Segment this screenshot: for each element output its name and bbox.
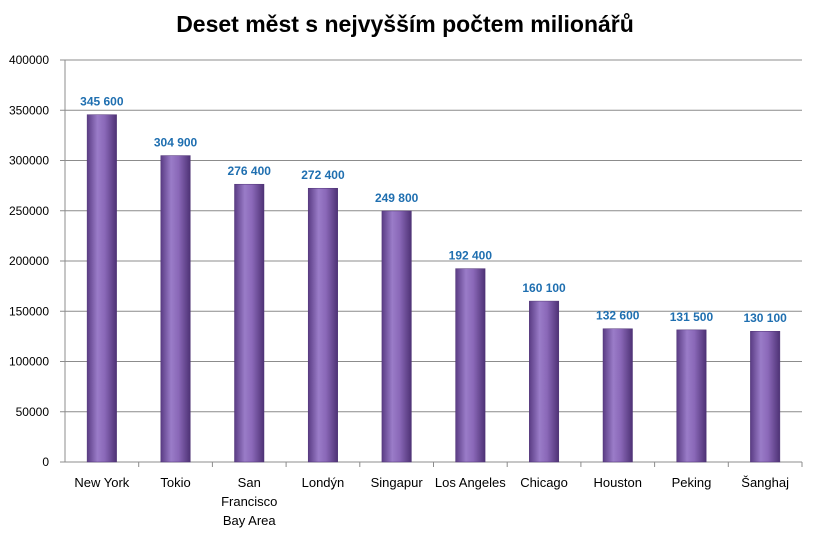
y-tick-label: 300000 <box>9 154 49 168</box>
y-tick-label: 150000 <box>9 304 49 318</box>
x-tick-label: New York <box>74 475 129 490</box>
x-tick-label-line: Peking <box>672 475 712 490</box>
x-tick-label-line: Šanghaj <box>741 475 789 490</box>
x-tick-label-line: Houston <box>594 475 642 490</box>
bar <box>602 328 633 463</box>
y-tick-label: 350000 <box>9 103 49 117</box>
x-tick-label-line: Londýn <box>302 475 345 490</box>
data-label: 272 400 <box>301 168 345 182</box>
bar <box>86 114 117 463</box>
x-tick-label-line: Tokio <box>160 475 190 490</box>
x-tick-label: Tokio <box>160 475 190 490</box>
y-tick-label: 400000 <box>9 53 49 67</box>
y-tick-label: 100000 <box>9 355 49 369</box>
x-tick-label: San Francisco Bay Area <box>221 475 277 528</box>
data-label: 192 400 <box>449 249 493 263</box>
y-tick-labels: 0 50000 100000 150000 200000 250000 300000 3500… <box>9 53 49 469</box>
x-tick-label-line: Los Angeles <box>435 475 506 490</box>
bar <box>529 300 560 463</box>
data-label: 304 900 <box>154 136 198 150</box>
bars <box>86 114 781 463</box>
data-label: 131 500 <box>670 310 714 324</box>
x-tick-label-line: New York <box>74 475 129 490</box>
x-tick-label: Houston <box>594 475 642 490</box>
bar <box>381 210 412 463</box>
x-tick-label: Šanghaj <box>741 475 789 490</box>
y-tick-label: 0 <box>42 455 49 469</box>
y-tick-label: 200000 <box>9 254 49 268</box>
data-label: 130 100 <box>743 311 787 325</box>
bar <box>160 155 191 463</box>
x-tick-label: Peking <box>672 475 712 490</box>
data-label: 249 800 <box>375 191 419 205</box>
data-label: 276 400 <box>228 164 272 178</box>
x-tick-label-line: Bay Area <box>223 513 277 528</box>
x-tick-label-line: Francisco <box>221 494 277 509</box>
x-tick-label: Singapur <box>371 475 424 490</box>
bar <box>234 183 265 463</box>
x-tick-label: Los Angeles <box>435 475 506 490</box>
chart-title: Deset měst s nejvyšším počtem milionářů <box>176 11 634 37</box>
data-label: 132 600 <box>596 309 640 323</box>
x-tick-label-line: San <box>238 475 261 490</box>
x-tick-label-line: Singapur <box>371 475 424 490</box>
bar <box>307 187 338 463</box>
y-tick-label: 50000 <box>16 405 50 419</box>
x-tick-label: Londýn <box>302 475 345 490</box>
x-tick-labels: New York Tokio San Francisco Bay Area Londýn S… <box>74 475 789 528</box>
data-label: 345 600 <box>80 95 124 109</box>
x-tick-label: Chicago <box>520 475 568 490</box>
data-labels: 345 600 304 900 276 400 272 400 249 800 192 4… <box>80 95 787 326</box>
bar <box>455 268 486 463</box>
bar <box>676 329 707 463</box>
x-tick-label-line: Chicago <box>520 475 568 490</box>
data-label: 160 100 <box>522 281 566 295</box>
y-tick-label: 250000 <box>9 204 49 218</box>
bar <box>750 330 781 463</box>
